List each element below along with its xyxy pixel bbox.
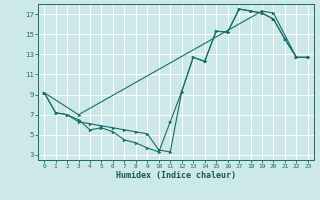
X-axis label: Humidex (Indice chaleur): Humidex (Indice chaleur) (116, 171, 236, 180)
